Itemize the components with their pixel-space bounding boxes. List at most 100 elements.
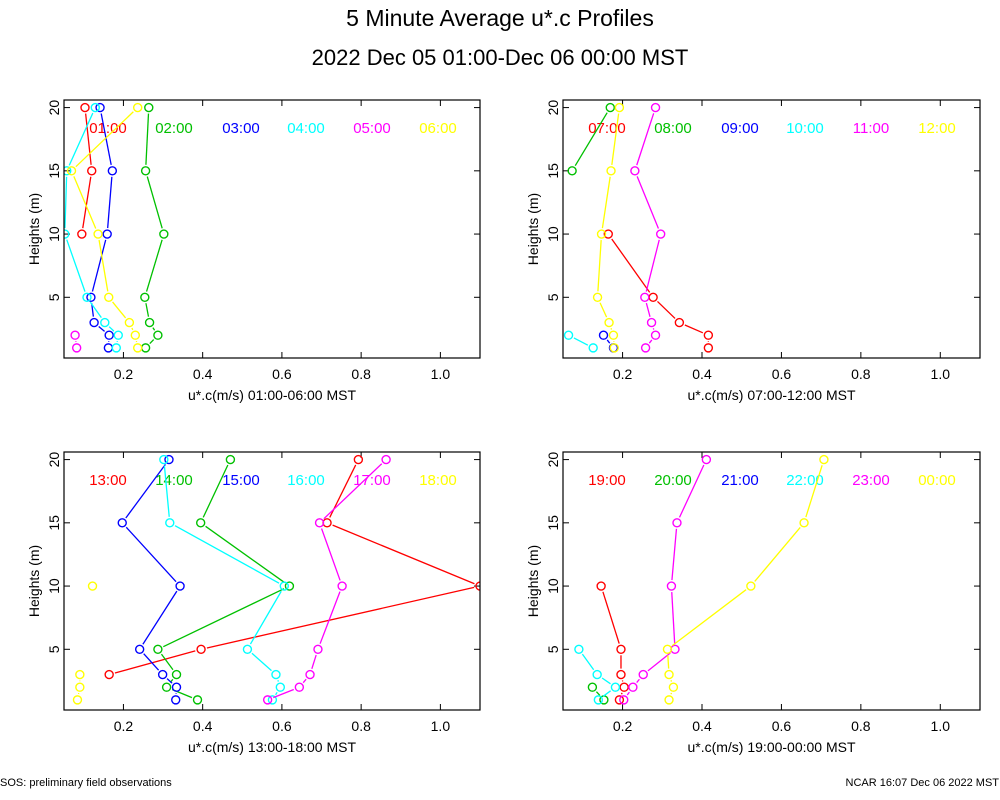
data-point: [132, 102, 143, 113]
data-point: [195, 518, 206, 528]
y-tick-label: 15: [46, 515, 62, 531]
series-line-segment: [73, 176, 97, 229]
data-point: [614, 695, 625, 705]
data-point: [819, 454, 829, 465]
data-point: [588, 343, 598, 353]
data-point: [587, 682, 598, 692]
x-tick-label: 1.0: [431, 718, 451, 734]
footer-left: SOS: preliminary field observations: [0, 777, 172, 789]
legend-entry: 10:00: [786, 120, 824, 137]
x-tick-label: 0.2: [613, 718, 633, 734]
data-point: [674, 317, 685, 328]
series-line-segment: [684, 324, 704, 334]
legend-entry: 12:00: [918, 120, 956, 137]
data-point: [567, 166, 577, 176]
data-point: [638, 669, 648, 680]
data-point: [279, 581, 289, 591]
axes-frame: [63, 451, 481, 711]
data-point: [609, 343, 619, 353]
data-point: [648, 292, 658, 302]
data-point: [596, 581, 606, 591]
data-point: [616, 669, 626, 680]
data-point: [153, 644, 163, 654]
y-axis-label: Heights (m): [26, 193, 42, 265]
data-point: [171, 682, 182, 692]
data-point: [100, 317, 110, 328]
data-point: [140, 292, 150, 302]
series-0000: [662, 454, 829, 705]
data-point: [165, 518, 175, 528]
series-line-segment: [275, 691, 278, 696]
series-line-segment: [620, 692, 623, 695]
series-line-segment: [272, 688, 295, 699]
data-point: [610, 682, 621, 692]
x-tick-label: 0.4: [692, 366, 712, 382]
x-tick-label: 0.8: [851, 366, 871, 382]
series-line-segment: [89, 301, 102, 319]
series-line-segment: [645, 302, 651, 317]
series-0500: [70, 330, 82, 353]
series-line-segment: [98, 239, 109, 292]
data-point: [64, 229, 70, 239]
data-point: [144, 102, 154, 113]
series-line-segment: [107, 176, 113, 229]
data-point: [89, 317, 99, 328]
data-point: [130, 330, 141, 340]
x-tick-label: 0.8: [851, 718, 871, 734]
series-line-segment: [108, 326, 115, 332]
series-1000: [563, 330, 598, 353]
y-tick-label: 5: [545, 645, 561, 653]
series-line-segment: [206, 586, 475, 649]
data-point: [144, 317, 155, 328]
legend-entry: 18:00: [419, 472, 457, 489]
series-line-segment: [91, 239, 107, 292]
data-point: [662, 644, 673, 654]
series-line-segment: [98, 325, 105, 332]
data-point: [608, 330, 619, 340]
series-2000: [587, 682, 609, 705]
series-1700: [262, 454, 391, 705]
axes-frame: [562, 99, 981, 359]
y-tick-label: 15: [545, 515, 561, 531]
series-line-segment: [754, 526, 801, 582]
series-0100: [77, 102, 97, 239]
data-point: [664, 669, 674, 680]
series-1900: [596, 581, 629, 705]
series-1600: [159, 454, 289, 705]
data-point: [117, 518, 127, 528]
data-point: [604, 317, 614, 328]
data-point: [605, 102, 615, 113]
data-point: [314, 518, 325, 528]
data-point: [70, 330, 80, 340]
series-line-segment: [626, 691, 630, 696]
y-axis-label: Heights (m): [525, 193, 541, 265]
data-point: [159, 229, 169, 239]
data-point: [262, 695, 273, 705]
data-point: [267, 695, 278, 705]
series-0200: [140, 102, 169, 353]
data-point: [107, 166, 118, 176]
data-point: [353, 454, 364, 465]
data-point: [574, 644, 584, 654]
footer-right: NCAR 16:07 Dec 06 2022 MST: [845, 777, 999, 789]
series-line-segment: [68, 112, 94, 166]
data-point: [701, 454, 712, 465]
series-line-segment: [142, 590, 178, 645]
data-point: [72, 695, 83, 705]
data-point: [82, 292, 92, 302]
x-tick-label: 0.4: [193, 718, 213, 734]
y-axis-label: Heights (m): [26, 545, 42, 617]
series-line-segment: [145, 239, 163, 292]
series-line-segment: [249, 590, 282, 645]
data-point: [650, 102, 661, 113]
series-line-segment: [311, 654, 317, 670]
data-point: [655, 229, 666, 239]
data-point: [171, 695, 181, 705]
legend-entry: 00:00: [918, 472, 956, 489]
y-tick-label: 15: [46, 163, 62, 179]
series-line-segment: [671, 528, 678, 581]
x-axis-label: u*.c(m/s) 19:00-00:00 MST: [687, 739, 856, 755]
series-line-segment: [174, 525, 280, 584]
y-tick-label: 20: [545, 100, 561, 116]
legend-entry: 16:00: [287, 472, 325, 489]
